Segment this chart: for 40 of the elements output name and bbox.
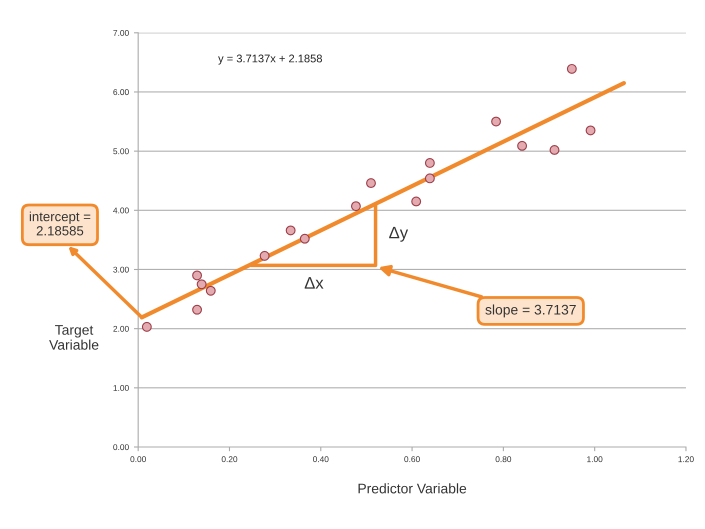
annotation: intercept = 2.18585	[30, 212, 90, 236]
point	[260, 250, 270, 261]
y-tick-label: 6.00	[113, 89, 129, 96]
x-tick-label: 0.40	[312, 456, 329, 462]
x-tick-label: 0.20	[222, 456, 238, 462]
y-tick-label: 4.00	[113, 208, 129, 214]
annotation: slope = 3.7137	[485, 304, 576, 318]
point	[196, 279, 207, 290]
point	[550, 145, 560, 155]
point	[192, 270, 202, 280]
point	[491, 116, 502, 127]
point	[206, 286, 216, 296]
point	[586, 125, 596, 136]
x-tick-label: 1.00	[587, 456, 602, 462]
x-tick-label: 1.20	[678, 456, 694, 462]
y-tick-label: 5.00	[113, 148, 129, 154]
y-tick-label: 2.00	[113, 326, 129, 332]
point	[566, 64, 577, 74]
point	[366, 178, 376, 188]
x-tick-label: 0.00	[130, 456, 146, 462]
x-axis-title: Predictor Variable	[358, 483, 466, 494]
y-tick-label: 0.00	[113, 444, 129, 450]
point	[192, 304, 202, 315]
x-tick-label: 0.60	[404, 456, 420, 462]
point	[424, 173, 435, 184]
annotation: Δy	[389, 226, 408, 242]
point	[142, 322, 152, 332]
point	[411, 196, 422, 206]
x-tick-label: 0.80	[496, 456, 512, 462]
point	[286, 225, 296, 236]
y-axis-title: Target Variable	[49, 325, 98, 350]
annotation: y = 3.7137x + 2.1858	[218, 54, 322, 65]
point	[517, 140, 528, 151]
y-tick-label: 7.00	[113, 30, 129, 36]
point	[300, 234, 310, 244]
y-tick-label: 3.00	[113, 266, 129, 273]
point	[424, 158, 435, 168]
annotation: Δx	[304, 277, 324, 289]
point	[350, 201, 361, 212]
y-tick-label: 1.00	[114, 385, 129, 391]
